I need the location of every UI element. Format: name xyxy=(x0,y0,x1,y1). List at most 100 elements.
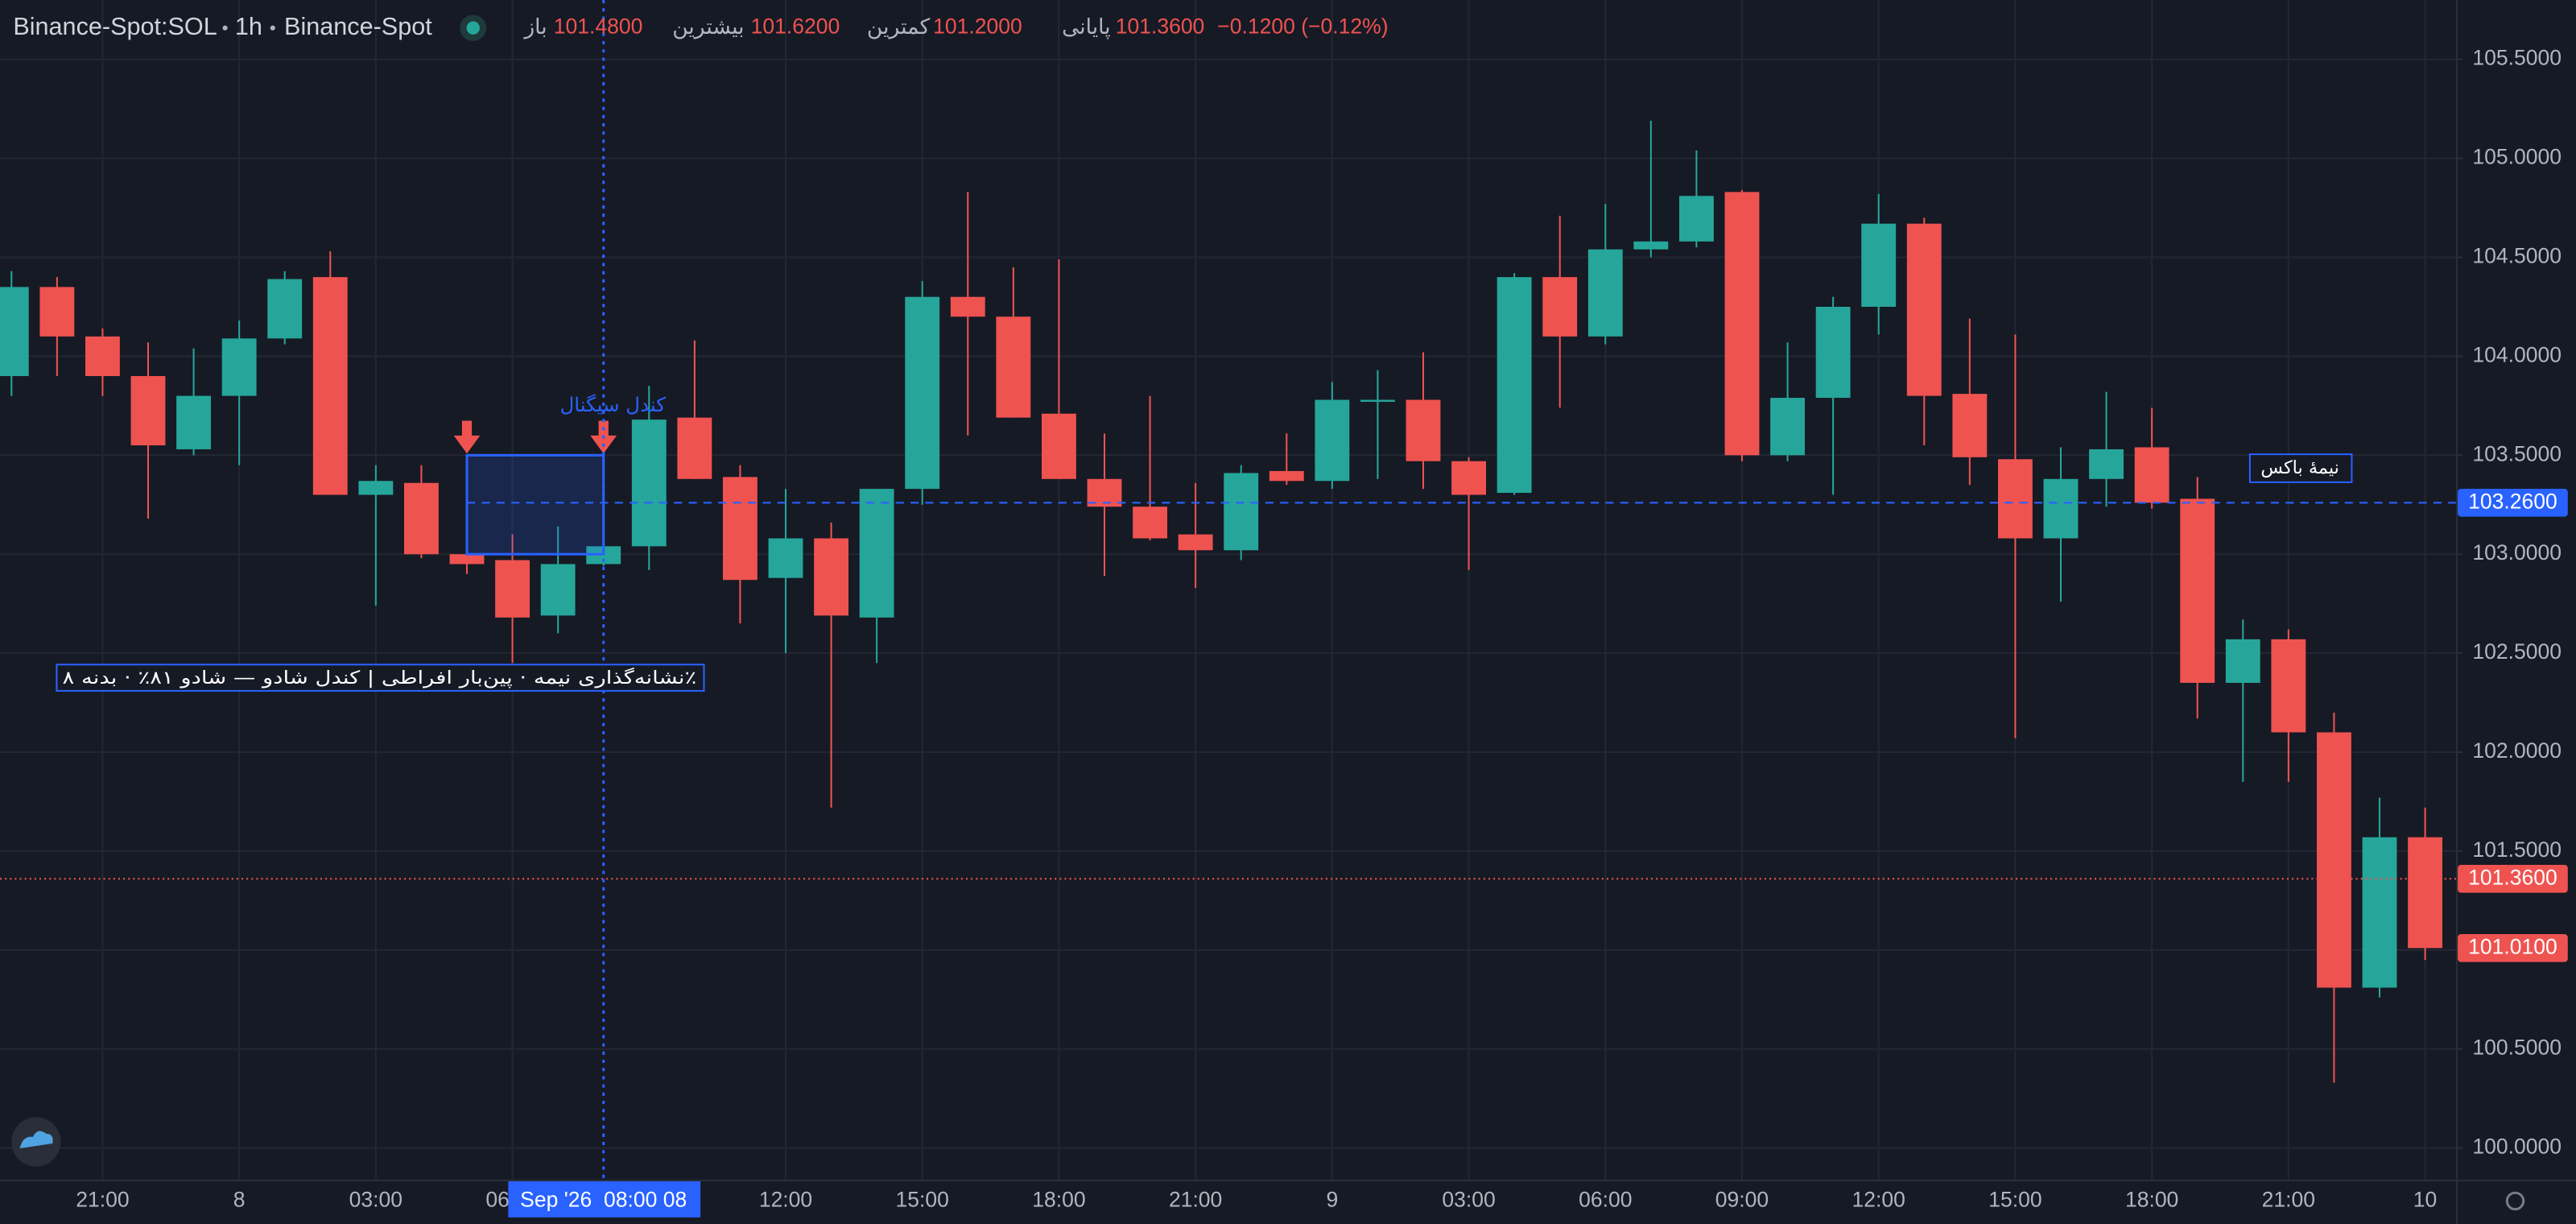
candle-body xyxy=(1633,241,1669,250)
candle-body xyxy=(1360,399,1395,402)
y-tick-label: 103.5000 xyxy=(2472,441,2562,465)
x-tick-label: 21:00 xyxy=(1169,1187,1222,1211)
candle-body xyxy=(176,395,211,449)
y-tick-label: 100.5000 xyxy=(2472,1036,2562,1060)
x-tick-label: 18:00 xyxy=(1032,1187,1085,1211)
x-tick-label: 18:00 xyxy=(2125,1187,2178,1211)
x-tick-label: 15:00 xyxy=(896,1187,949,1211)
candle-body xyxy=(404,482,439,555)
candle-body xyxy=(267,279,303,339)
candle-body xyxy=(312,277,348,495)
ohlc-value: 101.2000 xyxy=(933,14,1022,39)
ohlc-value: 101.4800 xyxy=(554,14,643,39)
change: −0.1200 (−0.12%) xyxy=(1217,14,1388,39)
candle-body xyxy=(2408,837,2442,949)
price-label: 101.3600 xyxy=(2468,865,2557,889)
x-tick-label: 21:00 xyxy=(2262,1187,2315,1211)
candle-body xyxy=(1178,534,1213,551)
separator xyxy=(222,25,228,31)
ohlc-value: 101.6200 xyxy=(751,14,840,39)
candle-body xyxy=(723,477,758,581)
candle-body xyxy=(39,287,75,337)
candle-body xyxy=(540,564,576,616)
candle-body xyxy=(631,420,667,547)
candle-body xyxy=(2089,449,2124,479)
exchange: Binance-Spot xyxy=(284,13,432,40)
candle-body xyxy=(859,489,894,618)
x-tick-label: 15:00 xyxy=(1988,1187,2041,1211)
candle-body xyxy=(814,538,848,616)
crosshair-label-box xyxy=(508,1181,701,1218)
candle-body xyxy=(1679,196,1714,242)
candle-body xyxy=(130,376,166,446)
price-label: 103.2600 xyxy=(2468,489,2557,513)
range-box xyxy=(465,453,605,556)
box-mid-label: نیمهٔ باکس xyxy=(2260,457,2339,478)
ohlc-label: باز xyxy=(522,14,547,39)
x-tick-label: 12:00 xyxy=(1852,1187,1905,1211)
y-tick-label: 104.5000 xyxy=(2472,244,2562,268)
y-tick-label: 101.5000 xyxy=(2472,837,2562,862)
candle-body xyxy=(2180,498,2215,683)
signal-label: کندل سیگنال xyxy=(559,393,666,416)
plot xyxy=(0,0,2457,1180)
candle-body xyxy=(905,296,940,490)
price-label-box xyxy=(2458,488,2568,517)
candle-body xyxy=(1315,399,1350,482)
candle-body xyxy=(1815,306,1851,399)
x-tick-label: 03:00 xyxy=(349,1187,402,1211)
candle-body xyxy=(1042,413,1076,479)
price-label-box xyxy=(2458,864,2568,893)
candle-body xyxy=(1724,192,1760,456)
candle-body xyxy=(358,481,394,495)
candle-body xyxy=(495,560,530,618)
price-label: 101.0100 xyxy=(2468,934,2557,958)
x-tick-label: 21:00 xyxy=(76,1187,129,1211)
x-tick-label: 8 xyxy=(233,1187,246,1211)
y-tick-label: 104.0000 xyxy=(2472,342,2562,366)
candle-body xyxy=(1906,223,1942,396)
settings-button[interactable] xyxy=(2505,1191,2525,1211)
y-tick-label: 105.0000 xyxy=(2472,145,2562,169)
candle-body xyxy=(0,287,29,377)
y-tick-label: 105.5000 xyxy=(2472,46,2562,70)
x-tick-label: 9 xyxy=(1326,1187,1338,1211)
signal-arrow-head xyxy=(453,435,481,454)
y-tick-label: 100.0000 xyxy=(2472,1135,2562,1159)
price-label-box xyxy=(2458,933,2568,962)
candle-body xyxy=(449,554,485,564)
candle-body xyxy=(996,316,1031,418)
candle-body xyxy=(2134,447,2169,503)
candle-body xyxy=(1587,249,1623,337)
candle-body xyxy=(2362,837,2397,988)
status-dot xyxy=(466,21,480,35)
candle-body xyxy=(950,296,985,317)
candle-body xyxy=(2225,639,2260,683)
candle-body xyxy=(1269,470,1304,482)
y-tick-label: 103.0000 xyxy=(2472,540,2562,564)
grid xyxy=(0,0,2463,1180)
interval: 1h xyxy=(235,13,262,40)
candle-body xyxy=(85,336,120,377)
ohlc-label: پایانی xyxy=(1062,14,1110,39)
separator xyxy=(270,25,275,31)
candle-body xyxy=(1952,394,1988,457)
candle-body xyxy=(1770,398,1805,456)
y-tick-label: 102.0000 xyxy=(2472,738,2562,763)
candle-body xyxy=(1451,461,1486,495)
ohlc-value: 101.3600 xyxy=(1116,14,1205,39)
x-tick-label: 06:00 xyxy=(1579,1187,1632,1211)
box-mid-frame xyxy=(2248,453,2353,483)
candle-body xyxy=(1496,277,1532,494)
candle-body xyxy=(677,417,712,479)
candle-body xyxy=(2317,732,2351,988)
candle-body xyxy=(1133,507,1167,539)
overlay: 100.0000100.5000101.0000101.5000102.0000… xyxy=(76,46,2568,1218)
candle-body xyxy=(1542,277,1578,337)
ohlc-label: کمترین xyxy=(867,14,931,39)
pattern-frame xyxy=(56,664,705,692)
symbol: Binance-Spot:SOL xyxy=(13,13,217,40)
signal-arrow-shaft xyxy=(461,420,473,437)
candle-body xyxy=(221,338,257,396)
